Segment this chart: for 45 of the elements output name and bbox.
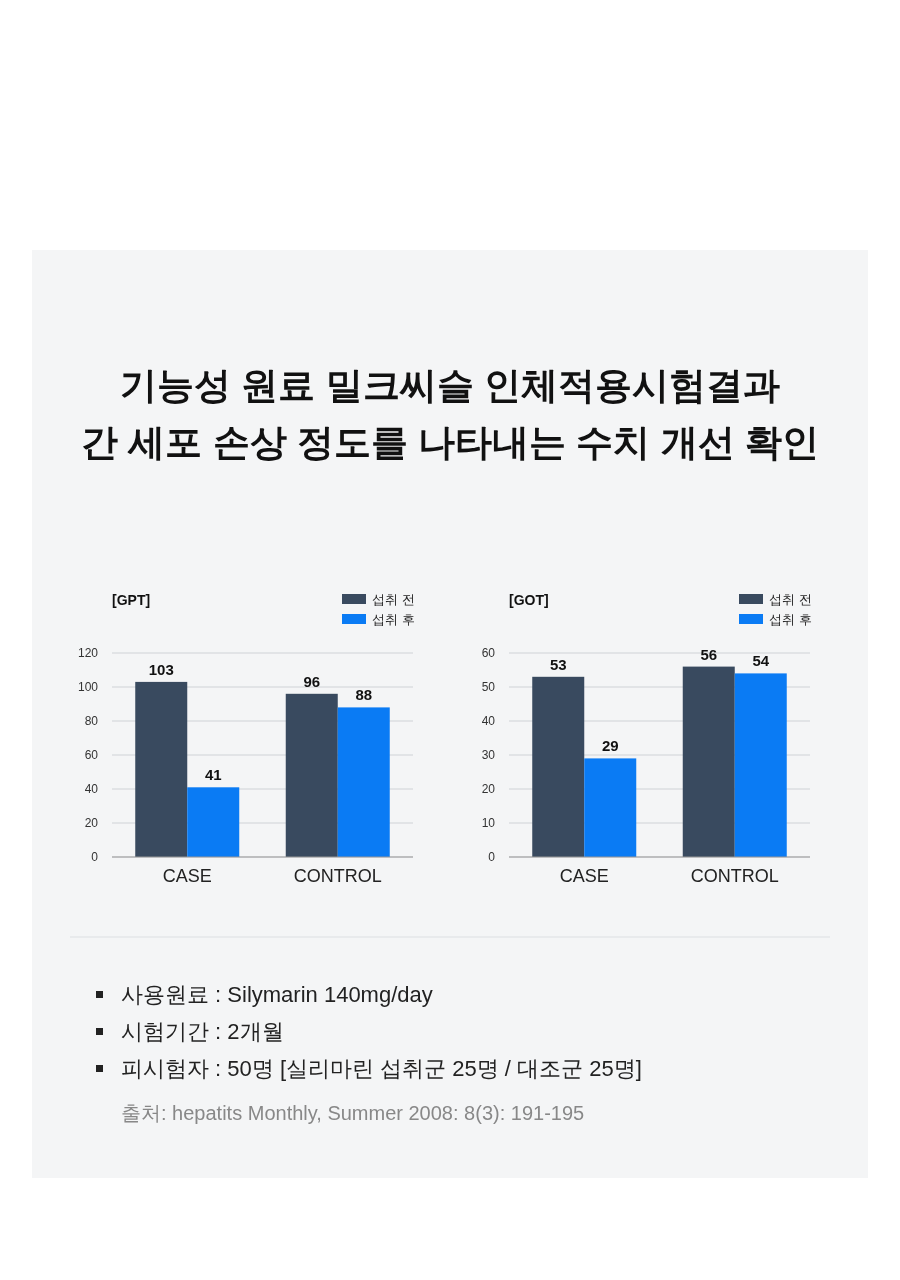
y-tick-label: 0 bbox=[91, 850, 99, 864]
text: 시험기간 : 2개월 bbox=[121, 1019, 284, 1044]
data-label: 56 bbox=[700, 645, 718, 663]
y-axis-title: [GPT] bbox=[112, 592, 151, 608]
x-tick-label: CONTROL bbox=[293, 866, 382, 886]
y-tick-label: 0 bbox=[488, 850, 496, 864]
data-label: 29 bbox=[601, 737, 619, 755]
y-tick-label: 80 bbox=[84, 714, 99, 728]
y-tick-label: 40 bbox=[84, 782, 99, 796]
y-tick-label: 20 bbox=[84, 816, 99, 830]
y-tick-label: 50 bbox=[481, 680, 496, 694]
x-tick-label: CONTROL bbox=[690, 866, 779, 886]
y-tick-label: 10 bbox=[481, 816, 496, 830]
chart-title: 기능성 원료 밀크씨슬 인체적용시험결과 간 세포 손상 정도를 나타내는 수치 개선 확인 bbox=[81, 365, 819, 463]
bar bbox=[532, 676, 585, 857]
y-tick-label: 120 bbox=[77, 646, 99, 660]
y-tick-label: 40 bbox=[481, 714, 496, 728]
legend-label: 섭취 전 bbox=[372, 592, 415, 607]
data-label: 103 bbox=[148, 660, 174, 678]
y-tick-label: 60 bbox=[84, 748, 99, 762]
legend-label: 섭취 전 bbox=[769, 592, 812, 607]
data-label: 54 bbox=[752, 652, 770, 670]
bar bbox=[135, 681, 188, 857]
text: 사용원료 : Silymarin 140mg/day bbox=[121, 982, 433, 1007]
y-tick-label: 30 bbox=[481, 748, 496, 762]
source-note: 출처: hepatits Monthly, Summer 2008: 8(3): 191-195 bbox=[121, 1102, 585, 1124]
bar bbox=[734, 673, 787, 857]
legend-label: 섭취 후 bbox=[769, 612, 812, 627]
y-tick-label: 60 bbox=[481, 646, 496, 660]
data-label: 53 bbox=[549, 655, 567, 673]
bar bbox=[584, 758, 637, 857]
legend-label: 섭취 후 bbox=[372, 612, 415, 627]
bar bbox=[187, 787, 240, 857]
data-label: 41 bbox=[204, 766, 222, 784]
y-tick-label: 100 bbox=[77, 680, 99, 694]
bar bbox=[285, 693, 338, 857]
x-tick-label: CASE bbox=[559, 866, 609, 886]
bar bbox=[337, 707, 390, 857]
data-label: 96 bbox=[303, 672, 321, 690]
y-tick-label: 20 bbox=[481, 782, 496, 796]
data-label: 88 bbox=[355, 686, 373, 704]
y-axis-title: [GOT] bbox=[509, 592, 549, 608]
bar bbox=[682, 666, 735, 857]
x-tick-label: CASE bbox=[162, 866, 212, 886]
text: 피시험자 : 50명 [실리마린 섭취군 25명 / 대조군 25명] bbox=[121, 1056, 642, 1081]
